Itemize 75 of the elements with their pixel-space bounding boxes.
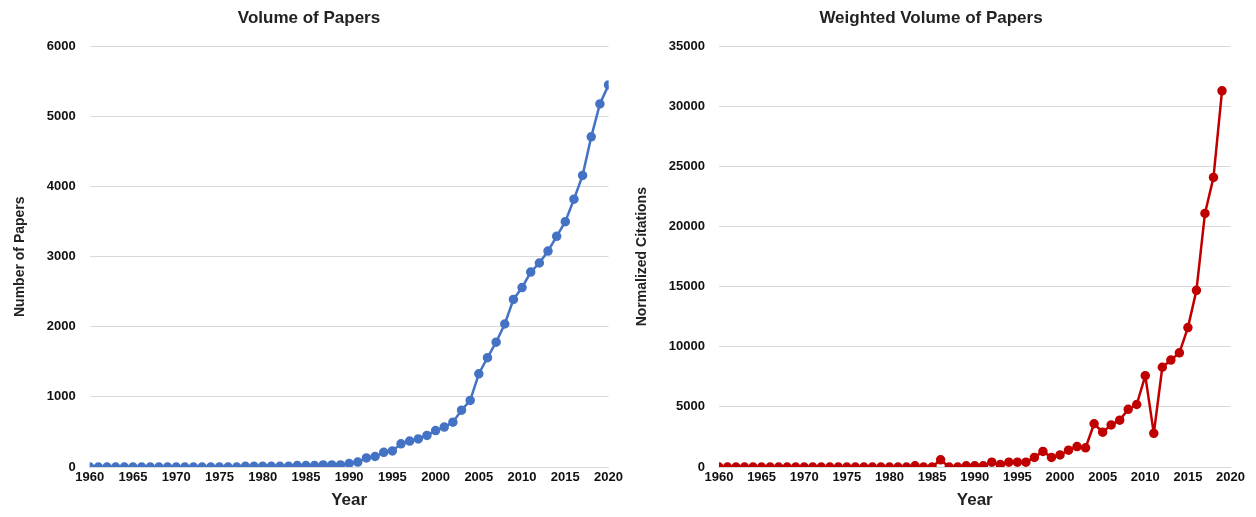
y-tick-label: 15000 (668, 278, 705, 294)
x-tick-label: 2015 (550, 469, 580, 485)
x-tick-label: 1975 (204, 469, 234, 485)
y-tick-label: 0 (68, 458, 76, 474)
point (1072, 441, 1082, 452)
point (1140, 370, 1151, 381)
x-tick-label: 2005 (464, 469, 494, 485)
y-tick-label: 4000 (46, 178, 76, 194)
point (1191, 285, 1202, 296)
point (1097, 427, 1108, 437)
point (1200, 208, 1210, 219)
point (1089, 418, 1099, 429)
x-tick-label: 1970 (161, 469, 191, 485)
x-tick-label: 1985 (291, 469, 321, 485)
point (1080, 443, 1091, 453)
point (1055, 450, 1065, 460)
x-tick-label: 1990 (334, 469, 364, 485)
x-axis-title: Year (331, 490, 368, 510)
y-tick-label: 6000 (46, 37, 76, 53)
y-tick-label: 0 (697, 458, 705, 474)
x-tick-label: 1965 (747, 469, 777, 485)
y-axis-title: Number of Papers (11, 196, 28, 317)
point (1038, 446, 1048, 457)
y-tick-label: 10000 (668, 338, 705, 354)
x-tick-label: 2005 (1088, 469, 1118, 485)
point (995, 459, 1006, 467)
x-tick-label: 2010 (1130, 469, 1160, 485)
x-tick-label: 1960 (704, 469, 734, 485)
y-tick-label: 2000 (46, 318, 76, 334)
y-tick-label: 3000 (46, 248, 76, 264)
point (1021, 457, 1031, 467)
y-tick-label: 1000 (46, 388, 76, 404)
point (1132, 399, 1142, 410)
x-axis-title: Year (956, 490, 994, 510)
point (1106, 420, 1116, 430)
point (1208, 172, 1219, 183)
point (1046, 452, 1057, 463)
point (1149, 428, 1159, 439)
chart-title: Weighted Volume of Papers (819, 7, 1043, 27)
point (1157, 362, 1168, 373)
y-tick-label: 5000 (676, 398, 705, 414)
point (1174, 348, 1185, 358)
x-tick-label: 1970 (789, 469, 819, 485)
x-tick-label: 2000 (1045, 469, 1075, 485)
x-tick-label: 1980 (248, 469, 278, 485)
x-tick-label: 2010 (507, 469, 537, 485)
point (935, 455, 946, 465)
x-tick-label: 1975 (832, 469, 862, 485)
x-tick-label: 1995 (1002, 469, 1032, 485)
x-tick-label: 2020 (594, 469, 623, 485)
y-tick-label: 20000 (668, 218, 705, 234)
x-tick-label: 1980 (875, 469, 904, 485)
x-tick-label: 1960 (75, 469, 105, 485)
y-axis-title: Normalized Citations (633, 186, 650, 327)
x-tick-label: 1965 (118, 469, 148, 485)
point (1123, 404, 1133, 415)
point (1063, 445, 1074, 455)
x-tick-label: 2015 (1173, 469, 1203, 485)
x-tick-label: 1990 (960, 469, 990, 485)
point (1114, 415, 1125, 425)
chart-title: Volume of Papers (237, 7, 381, 27)
point (1029, 452, 1040, 463)
y-tick-label: 35000 (668, 37, 705, 53)
point (987, 457, 997, 467)
x-tick-label: 2000 (421, 469, 451, 485)
x-tick-label: 1995 (377, 469, 407, 485)
point (1012, 457, 1023, 467)
point (1183, 322, 1193, 333)
y-tick-label: 25000 (668, 158, 705, 174)
point (1166, 355, 1176, 365)
point (1004, 457, 1014, 467)
y-tick-label: 30000 (668, 98, 705, 114)
y-tick-label: 5000 (46, 108, 76, 124)
x-tick-label: 1985 (917, 469, 947, 485)
x-tick-label: 2020 (1216, 469, 1245, 485)
